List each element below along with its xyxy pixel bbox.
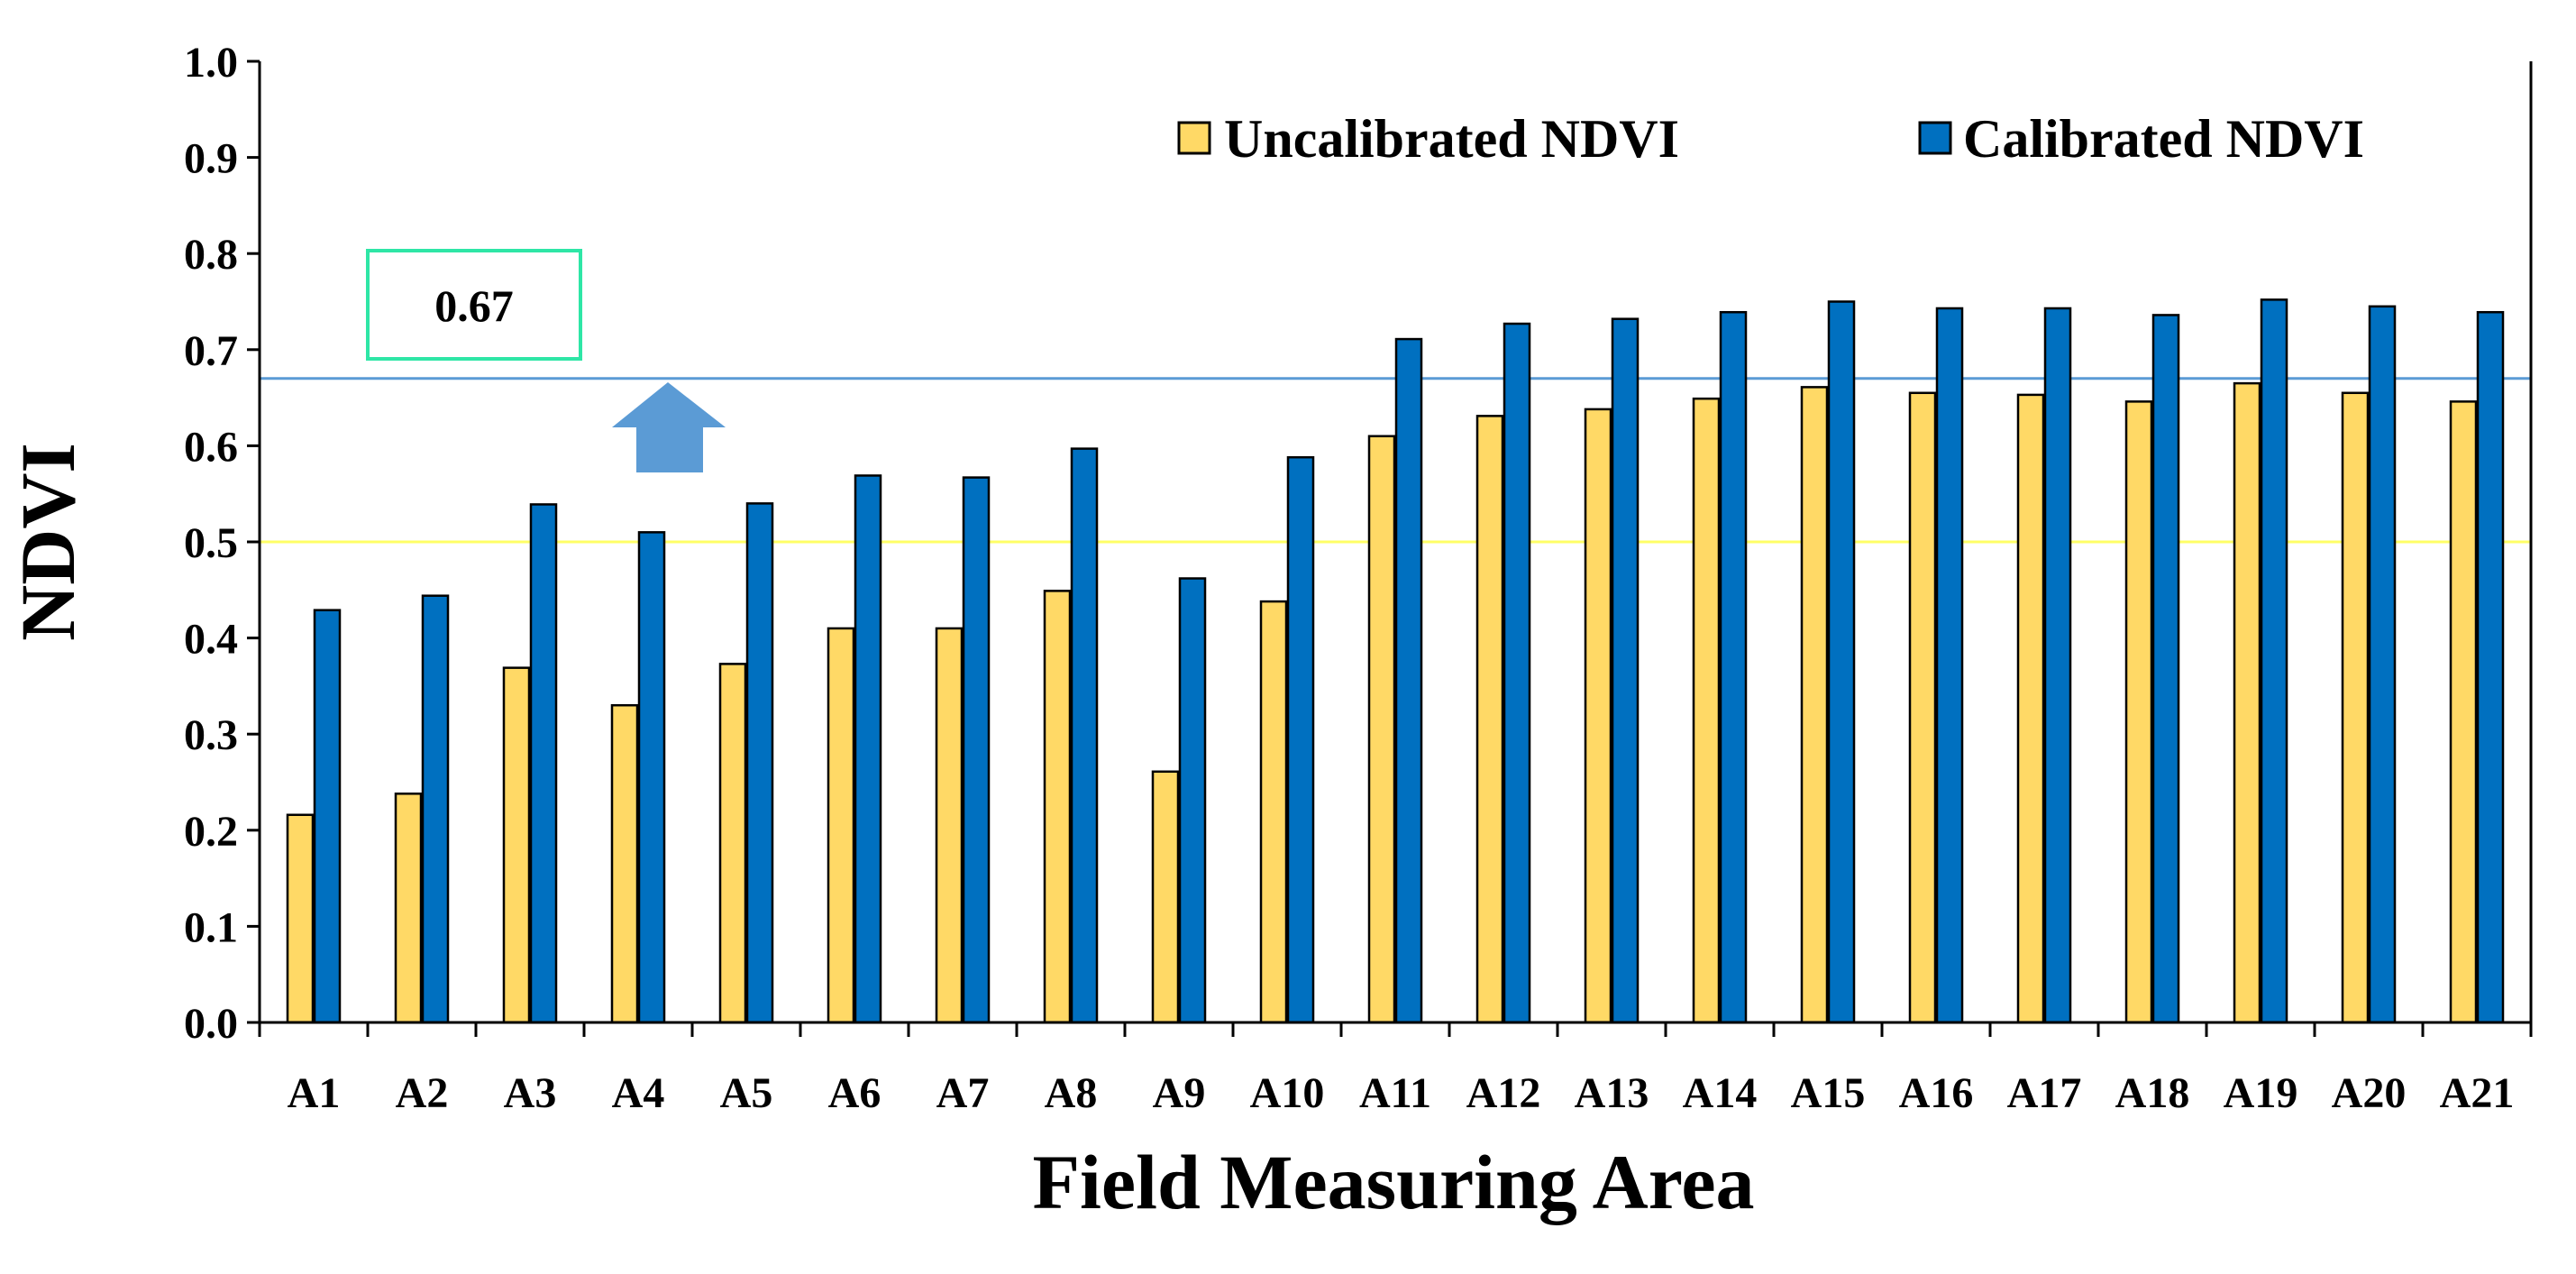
threshold-annotation: 0.67: [366, 249, 726, 472]
bar-uncalibrated-A2: [394, 793, 423, 1024]
bar-uncalibrated-A15: [1800, 386, 1829, 1024]
bar-calibrated-A4: [637, 531, 666, 1024]
x-tick-label: A21: [2440, 1069, 2515, 1117]
bar-uncalibrated-A7: [935, 627, 964, 1024]
x-tick-labels: A1 A2 A3 A4 A5 A6 A7 A8 A9 A10 A11 A12 A13 A14 A15 A16 A…: [288, 1069, 2515, 1117]
bar-uncalibrated-A3: [502, 666, 531, 1024]
x-tick-label: A18: [2115, 1069, 2190, 1117]
y-tick-label: 0.7: [184, 327, 238, 375]
x-tick-label: A16: [1899, 1069, 1974, 1117]
bar-calibrated-A8: [1070, 447, 1099, 1024]
bar-calibrated-A9: [1178, 577, 1207, 1024]
bar-calibrated-A2: [421, 594, 450, 1024]
y-tick-labels: 0.0 0.1 0.2 0.3 0.4 0.5 0.6 0.7 0.8 0.9 1.0: [184, 39, 238, 1048]
x-tick-label: A6: [828, 1069, 882, 1117]
x-tick-label: A14: [1683, 1069, 1758, 1117]
bar-uncalibrated-A4: [610, 703, 639, 1024]
x-tick-label: A12: [1466, 1069, 1541, 1117]
y-tick-label: 0.4: [184, 616, 238, 664]
y-tick-label: 1.0: [184, 39, 238, 87]
bar-calibrated-A1: [313, 609, 342, 1024]
y-tick-label: 0.2: [184, 808, 238, 856]
bar-uncalibrated-A9: [1151, 770, 1180, 1024]
x-tick-label: A9: [1153, 1069, 1206, 1117]
x-tick-label: A8: [1045, 1069, 1098, 1117]
x-tick-label: A20: [2332, 1069, 2407, 1117]
y-tick-label: 0.1: [184, 903, 238, 951]
axes-group: [247, 60, 2533, 1037]
y-axis-title: NDVI: [5, 443, 91, 641]
legend-label-calibrated: Calibrated NDVI: [1963, 109, 2364, 169]
x-tick-label: A3: [504, 1069, 557, 1117]
bar-calibrated-A16: [1935, 307, 1964, 1024]
bar-calibrated-A20: [2368, 305, 2397, 1024]
bar-uncalibrated-A20: [2341, 391, 2370, 1024]
x-axis-title: Field Measuring Area: [1032, 1139, 1754, 1225]
y-tick-label: 0.9: [184, 135, 238, 183]
y-tick-label: 0.6: [184, 423, 238, 471]
bars-group: [286, 298, 2505, 1024]
bar-calibrated-A13: [1611, 317, 1640, 1024]
threshold-box: [366, 249, 582, 361]
x-tick-label: A10: [1250, 1069, 1325, 1117]
y-tick-label: 0.3: [184, 711, 238, 759]
bar-uncalibrated-A14: [1692, 397, 1721, 1024]
bar-calibrated-A7: [962, 476, 991, 1024]
x-tick-label: A11: [1359, 1069, 1431, 1117]
bar-calibrated-A18: [2151, 314, 2180, 1024]
legend-label-uncalibrated: Uncalibrated NDVI: [1224, 109, 1679, 169]
bar-uncalibrated-A11: [1367, 435, 1396, 1024]
bar-uncalibrated-A1: [286, 813, 315, 1024]
legend-swatch-uncalibrated: [1177, 121, 1211, 155]
bar-calibrated-A6: [854, 474, 882, 1024]
x-tick-label: A17: [2007, 1069, 2082, 1117]
bar-uncalibrated-A12: [1475, 415, 1504, 1024]
bar-uncalibrated-A19: [2233, 381, 2261, 1024]
bar-uncalibrated-A17: [2016, 393, 2045, 1024]
bar-calibrated-A15: [1827, 300, 1856, 1024]
y-tick-label: 0.5: [184, 519, 238, 567]
y-tick-label: 0.0: [184, 1000, 238, 1048]
x-tick-label: A4: [612, 1069, 665, 1117]
bar-calibrated-A14: [1719, 310, 1748, 1024]
bar-uncalibrated-A16: [1908, 391, 1937, 1024]
x-tick-label: A13: [1575, 1069, 1649, 1117]
bar-uncalibrated-A5: [718, 663, 747, 1024]
bar-uncalibrated-A21: [2449, 400, 2478, 1024]
bar-calibrated-A11: [1394, 337, 1423, 1024]
x-tick-label: A5: [720, 1069, 773, 1117]
x-tick-label: A2: [396, 1069, 449, 1117]
x-tick-label: A15: [1791, 1069, 1866, 1117]
bar-uncalibrated-A13: [1584, 408, 1612, 1024]
bar-uncalibrated-A10: [1259, 600, 1288, 1024]
legend: Uncalibrated NDVI Calibrated NDVI: [1177, 109, 2364, 169]
bar-uncalibrated-A18: [2124, 400, 2153, 1024]
legend-swatch-calibrated: [1918, 121, 1952, 155]
up-arrow-icon: [612, 382, 726, 472]
threshold-box-label: 0.67: [434, 280, 514, 331]
bar-calibrated-A19: [2260, 298, 2288, 1024]
bar-calibrated-A5: [745, 502, 774, 1024]
bar-calibrated-A17: [2043, 307, 2072, 1024]
x-tick-label: A1: [288, 1069, 341, 1117]
x-tick-label: A19: [2224, 1069, 2298, 1117]
bar-calibrated-A21: [2476, 310, 2505, 1024]
y-tick-label: 0.8: [184, 231, 238, 279]
x-tick-label: A7: [936, 1069, 990, 1117]
bar-uncalibrated-A8: [1043, 590, 1072, 1024]
bar-calibrated-A12: [1503, 322, 1531, 1024]
bar-calibrated-A3: [529, 503, 558, 1024]
bar-uncalibrated-A6: [827, 627, 855, 1024]
bar-calibrated-A10: [1286, 455, 1315, 1024]
